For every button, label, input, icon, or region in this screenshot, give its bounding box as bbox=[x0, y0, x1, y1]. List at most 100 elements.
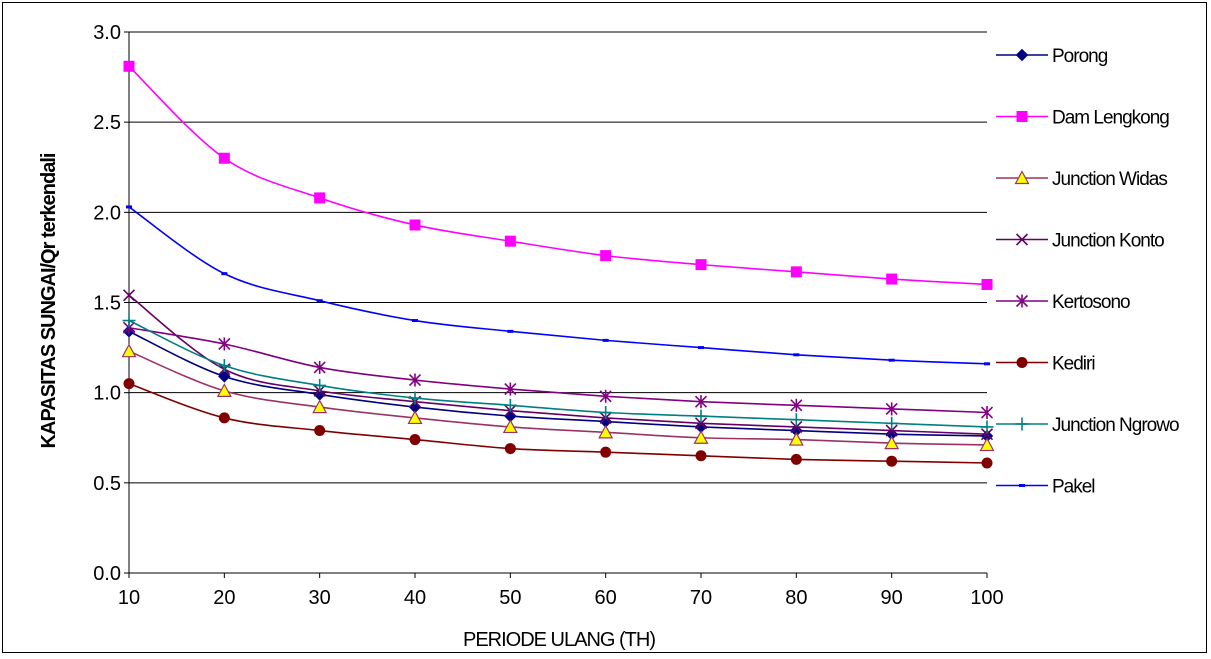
data-point bbox=[1019, 484, 1025, 487]
legend-item: Dam Lengkong bbox=[996, 108, 1170, 129]
data-point bbox=[598, 424, 614, 439]
x-tick-label: 60 bbox=[595, 587, 617, 609]
data-point bbox=[122, 314, 136, 328]
data-point bbox=[121, 343, 137, 358]
x-tick-label: 100 bbox=[970, 587, 1003, 609]
series-line bbox=[128, 330, 988, 437]
data-point bbox=[599, 389, 612, 403]
series-kediri bbox=[123, 378, 993, 469]
data-point bbox=[695, 259, 707, 271]
data-point bbox=[790, 453, 802, 465]
data-point bbox=[790, 266, 802, 278]
data-point bbox=[407, 410, 423, 425]
data-point bbox=[217, 359, 231, 373]
data-point bbox=[1015, 294, 1029, 308]
data-point bbox=[886, 455, 898, 467]
data-point bbox=[602, 338, 609, 342]
data-point bbox=[409, 219, 421, 231]
data-point bbox=[314, 192, 326, 204]
x-tick-label: 70 bbox=[690, 587, 712, 609]
marker-stroke bbox=[122, 289, 136, 302]
data-point bbox=[412, 319, 418, 323]
series-junction-konto bbox=[122, 289, 994, 441]
data-point bbox=[888, 358, 895, 362]
series-junction-ngrowo bbox=[122, 314, 994, 434]
marker-stroke bbox=[1015, 233, 1029, 246]
x-tick-label: 30 bbox=[309, 587, 331, 609]
data-point bbox=[502, 419, 518, 434]
x-tick-label: 20 bbox=[213, 587, 235, 609]
data-point bbox=[599, 406, 613, 420]
data-point bbox=[1015, 233, 1029, 246]
series-group bbox=[121, 60, 995, 469]
data-point bbox=[980, 420, 994, 434]
data-point bbox=[504, 443, 516, 455]
data-point bbox=[981, 457, 993, 469]
legend-label: Porong bbox=[1052, 46, 1108, 67]
legend-item: Porong bbox=[996, 46, 1109, 67]
series-line bbox=[128, 319, 988, 428]
data-point bbox=[979, 437, 995, 452]
legend-label: Junction Konto bbox=[1052, 231, 1164, 252]
x-tick-label: 50 bbox=[499, 587, 521, 609]
data-point bbox=[314, 425, 326, 437]
data-point bbox=[409, 434, 421, 446]
legend-label: Dam Lengkong bbox=[1052, 108, 1169, 129]
data-point bbox=[790, 398, 803, 412]
data-point bbox=[600, 250, 612, 262]
data-point bbox=[504, 382, 517, 396]
series-line bbox=[128, 65, 988, 286]
x-axis-label: PERIODE ULANG (TH) bbox=[463, 629, 655, 651]
data-point bbox=[312, 399, 328, 414]
data-point bbox=[789, 413, 803, 427]
data-point bbox=[408, 373, 422, 387]
data-point bbox=[695, 450, 707, 462]
x-tick-label: 80 bbox=[785, 587, 807, 609]
x-tick-label: 10 bbox=[118, 587, 140, 609]
data-point bbox=[886, 273, 898, 285]
data-point bbox=[503, 398, 517, 412]
legend-label: Kertosono bbox=[1052, 292, 1130, 313]
data-point bbox=[218, 412, 230, 424]
series-line bbox=[128, 206, 988, 365]
series-kertosono bbox=[122, 321, 994, 420]
data-point bbox=[980, 406, 994, 420]
data-point bbox=[122, 289, 136, 302]
data-point bbox=[316, 299, 323, 303]
data-point bbox=[885, 416, 899, 430]
marker-stroke bbox=[885, 424, 898, 437]
data-point bbox=[507, 329, 514, 333]
legend-item: Junction Konto bbox=[996, 231, 1165, 252]
data-point bbox=[600, 446, 612, 458]
legend-item: Junction Widas bbox=[996, 169, 1168, 190]
marker-stroke bbox=[790, 420, 803, 433]
data-point bbox=[885, 424, 898, 437]
axes: 0.0 0.5 1.0 1.5 2.0 2.5 3.0 10 20 30 40 50 60 70 80 90 1… bbox=[93, 22, 1004, 609]
legend-item: Junction Ngrowo bbox=[996, 415, 1180, 436]
legend: Porong Dam Lengkong Junction Widas Junction… bbox=[996, 46, 1180, 498]
data-point bbox=[313, 378, 327, 392]
data-point bbox=[123, 378, 135, 390]
data-point bbox=[1014, 170, 1030, 185]
y-tick-label: 0.5 bbox=[93, 473, 121, 495]
data-point bbox=[980, 428, 994, 441]
marker-stroke bbox=[694, 417, 708, 430]
data-point bbox=[981, 278, 993, 290]
data-point bbox=[788, 431, 804, 446]
data-point bbox=[698, 346, 704, 350]
series-line bbox=[128, 326, 988, 414]
legend-label: Junction Ngrowo bbox=[1052, 415, 1179, 436]
data-point bbox=[793, 353, 800, 357]
legend-label: Junction Widas bbox=[1052, 169, 1167, 190]
line-chart: 0.0 0.5 1.0 1.5 2.0 2.5 3.0 10 20 30 40 50 60 70 80 90 1… bbox=[38, 22, 1180, 651]
data-point bbox=[884, 435, 900, 450]
legend-label: Kediri bbox=[1052, 354, 1095, 375]
data-point bbox=[790, 420, 803, 433]
data-point bbox=[984, 362, 990, 366]
y-tick-label: 1.0 bbox=[93, 383, 121, 405]
y-tick-label: 1.5 bbox=[93, 293, 121, 315]
y-tick-label: 0.0 bbox=[93, 563, 121, 585]
series-junction-widas bbox=[121, 343, 995, 452]
data-point bbox=[123, 60, 135, 72]
